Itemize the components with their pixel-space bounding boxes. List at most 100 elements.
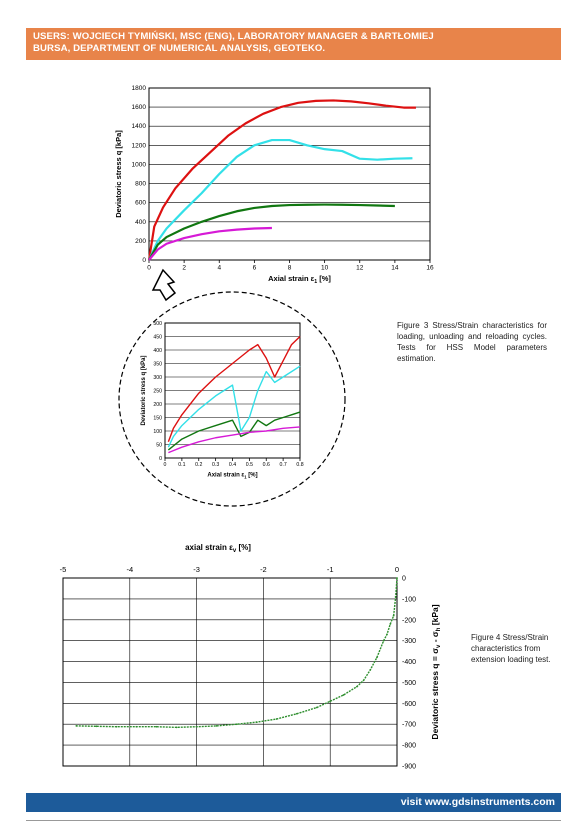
x-tick-label: 0.1 (178, 462, 185, 468)
y-tick-label: 1200 (132, 142, 147, 149)
series-line-green (148, 203, 395, 261)
x-tick-label: 0 (395, 565, 399, 574)
y-tick-label: 100 (153, 429, 162, 435)
y-tick-label: -300 (402, 638, 416, 645)
y-axis-label: Deviatoric stress q [kPa] (141, 355, 147, 425)
x-tick-label: 0.2 (195, 462, 202, 468)
y-tick-label: 400 (153, 348, 162, 354)
x-tick-label: 0 (147, 265, 151, 272)
scatter-point (392, 614, 395, 617)
x-tick-label: 0 (164, 462, 167, 468)
x-tick-label: 6 (253, 265, 257, 272)
x-tick-label: -2 (260, 565, 267, 574)
plot-area (62, 577, 398, 767)
x-tick-label: -5 (60, 565, 67, 574)
scatter-point (362, 679, 365, 682)
scatter-point (315, 706, 318, 709)
y-tick-label: 500 (153, 321, 162, 327)
scatter-point (295, 712, 298, 715)
x-axis-label: Axial strain ε1 [%] (207, 472, 257, 479)
y-tick-label: 0 (402, 576, 406, 583)
zoom-arrow (151, 268, 177, 302)
y-tick-label: 200 (153, 402, 162, 408)
series-line-red (167, 335, 301, 443)
y-tick-label: 1600 (132, 104, 147, 111)
series-line-red (147, 99, 416, 261)
x-tick-label: 4 (217, 265, 221, 272)
scatter-point (115, 725, 118, 728)
header-line-1: USERS: WOJCIECH TYMIŃSKI, MSC (ENG), LAB… (33, 31, 434, 42)
y-tick-label: 450 (153, 335, 162, 341)
x-tick-label: 12 (356, 265, 364, 272)
series-line-cyan (148, 138, 413, 261)
y-tick-label: 250 (153, 389, 162, 395)
y-tick-label: -500 (402, 680, 416, 687)
scatter-point (394, 595, 397, 598)
scatter-point (175, 726, 178, 729)
y-tick-label: 600 (135, 200, 146, 207)
x-axis-label: Axial strain ε1 [%] (268, 274, 331, 285)
y-tick-label: 50 (156, 443, 162, 449)
scatter-point (369, 669, 372, 671)
y-tick-label: 0 (142, 257, 146, 264)
x-tick-label: 0.6 (263, 462, 270, 468)
x-tick-label: -4 (126, 565, 133, 574)
scatter-point (235, 723, 238, 726)
y-tick-label: -200 (402, 617, 416, 624)
x-tick-label: 0.5 (246, 462, 253, 468)
scatter-point (255, 721, 258, 724)
y-tick-label: 150 (153, 416, 162, 422)
y-tick-label: 400 (135, 219, 146, 226)
figure-3-caption: Figure 3 Stress/Strain characteristics f… (397, 321, 547, 363)
x-tick-label: 0.7 (280, 462, 287, 468)
scatter-point (275, 718, 278, 720)
series-line-magenta (168, 426, 301, 454)
x-tick-label: 8 (288, 265, 292, 272)
x-tick-label: 2 (182, 265, 186, 272)
x-tick-label: 10 (321, 265, 329, 272)
y-tick-label: 1000 (132, 161, 147, 168)
x-tick-label: 16 (426, 265, 434, 272)
scatter-point (376, 656, 378, 659)
x-tick-label: -1 (327, 565, 334, 574)
scatter-point (95, 725, 98, 728)
scatter-point (215, 724, 218, 727)
x-axis-label: axial strain εv [%] (185, 543, 251, 554)
y-tick-label: -100 (402, 596, 416, 603)
scatter-point (342, 694, 345, 696)
y-tick-label: -900 (402, 764, 416, 771)
footer-bar: visit www.gdsinstruments.com (26, 793, 561, 812)
scatter-point (155, 725, 158, 728)
y-tick-label: 1800 (132, 85, 147, 92)
y-tick-label: -600 (402, 701, 416, 708)
y-axis-label: Deviatoric stress q [kPa] (114, 130, 123, 218)
footer-rule (26, 820, 561, 821)
y-tick-label: -800 (402, 743, 416, 750)
y-tick-label: 350 (153, 362, 162, 368)
y-tick-label: 800 (135, 181, 146, 188)
series-line-magenta (148, 226, 272, 261)
y-tick-label: 200 (135, 238, 146, 245)
footer-website-link[interactable]: visit www.gdsinstruments.com (400, 796, 555, 808)
x-tick-label: 0.4 (229, 462, 236, 468)
y-tick-label: -400 (402, 659, 416, 666)
fig4-extension-chart: 0 -100 -200 -300 -400 -500 -600 -700 -800 -900 -5 -… (60, 543, 442, 771)
scatter-point (389, 623, 392, 625)
scatter-point (135, 725, 138, 728)
fig3-zoom-chart: 0 50 100 150 200 250 300 350 400 450 500 0 0.1 0.2 0.3… (141, 321, 304, 479)
x-tick-label: 14 (391, 265, 399, 272)
series-line-cyan (167, 365, 301, 448)
scatter-point (75, 724, 78, 727)
zoom-circle (118, 291, 346, 507)
scatter-point (386, 633, 388, 636)
page-header-banner: USERS: WOJCIECH TYMIŃSKI, MSC (ENG), LAB… (26, 28, 561, 60)
scatter-point (195, 725, 198, 728)
figure-4-caption: Figure 4 Stress/Strain characteristics f… (471, 633, 551, 664)
x-tick-label: -3 (193, 565, 200, 574)
scatter-point (329, 700, 332, 703)
fig3-main-chart: 0 200 400 600 800 1000 1200 1400 1600 1800 0 2 4 6 8 10… (114, 85, 434, 285)
y-tick-label: 300 (153, 375, 162, 381)
scatter-point (382, 639, 385, 642)
x-tick-label: 0.8 (296, 462, 303, 468)
